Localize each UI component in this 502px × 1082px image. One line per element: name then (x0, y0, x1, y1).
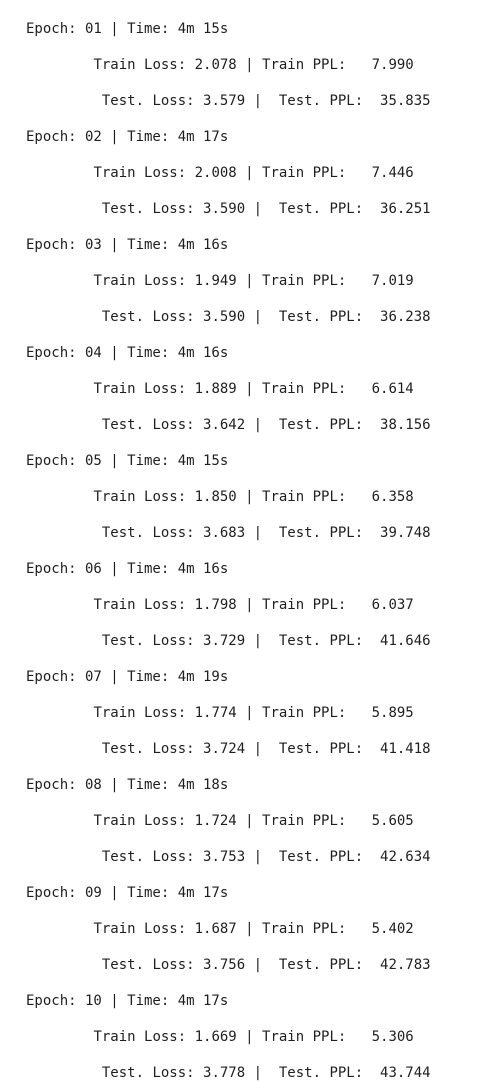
log-line: Test. Loss: 3.729 | Test. PPL: 41.646 (26, 633, 431, 649)
log-line: Train Loss: 1.774 | Train PPL: 5.895 (26, 705, 414, 721)
log-line: Epoch: 07 | Time: 4m 19s (26, 669, 229, 685)
console-output-panel: Epoch: 01 | Time: 4m 15s Train Loss: 2.0… (26, 21, 431, 1081)
log-line: Epoch: 09 | Time: 4m 17s (26, 885, 229, 901)
log-line: Train Loss: 1.687 | Train PPL: 5.402 (26, 921, 414, 937)
log-line: Epoch: 10 | Time: 4m 17s (26, 993, 229, 1009)
log-line: Epoch: 03 | Time: 4m 16s (26, 237, 229, 253)
log-line: Test. Loss: 3.756 | Test. PPL: 42.783 (26, 957, 431, 973)
log-line: Epoch: 02 | Time: 4m 17s (26, 129, 229, 145)
log-line: Train Loss: 1.724 | Train PPL: 5.605 (26, 813, 414, 829)
log-line: Epoch: 01 | Time: 4m 15s (26, 21, 229, 37)
log-line: Test. Loss: 3.778 | Test. PPL: 43.744 (26, 1065, 431, 1081)
log-line: Test. Loss: 3.683 | Test. PPL: 39.748 (26, 525, 431, 541)
log-line: Epoch: 08 | Time: 4m 18s (26, 777, 229, 793)
log-line: Test. Loss: 3.753 | Test. PPL: 42.634 (26, 849, 431, 865)
log-line: Train Loss: 1.850 | Train PPL: 6.358 (26, 489, 414, 505)
log-line: Test. Loss: 3.642 | Test. PPL: 38.156 (26, 417, 431, 433)
log-line: Epoch: 05 | Time: 4m 15s (26, 453, 229, 469)
log-line: Test. Loss: 3.579 | Test. PPL: 35.835 (26, 93, 431, 109)
training-log-output: Epoch: 01 | Time: 4m 15s Train Loss: 2.0… (26, 20, 431, 1082)
log-line: Test. Loss: 3.590 | Test. PPL: 36.251 (26, 201, 431, 217)
log-line: Train Loss: 2.078 | Train PPL: 7.990 (26, 57, 414, 73)
log-line: Train Loss: 1.798 | Train PPL: 6.037 (26, 597, 414, 613)
log-line: Epoch: 06 | Time: 4m 16s (26, 561, 229, 577)
log-line: Train Loss: 1.889 | Train PPL: 6.614 (26, 381, 414, 397)
log-line: Train Loss: 1.669 | Train PPL: 5.306 (26, 1029, 414, 1045)
log-line: Epoch: 04 | Time: 4m 16s (26, 345, 229, 361)
log-line: Train Loss: 2.008 | Train PPL: 7.446 (26, 165, 414, 181)
log-line: Test. Loss: 3.590 | Test. PPL: 36.238 (26, 309, 431, 325)
log-line: Train Loss: 1.949 | Train PPL: 7.019 (26, 273, 414, 289)
log-line: Test. Loss: 3.724 | Test. PPL: 41.418 (26, 741, 431, 757)
